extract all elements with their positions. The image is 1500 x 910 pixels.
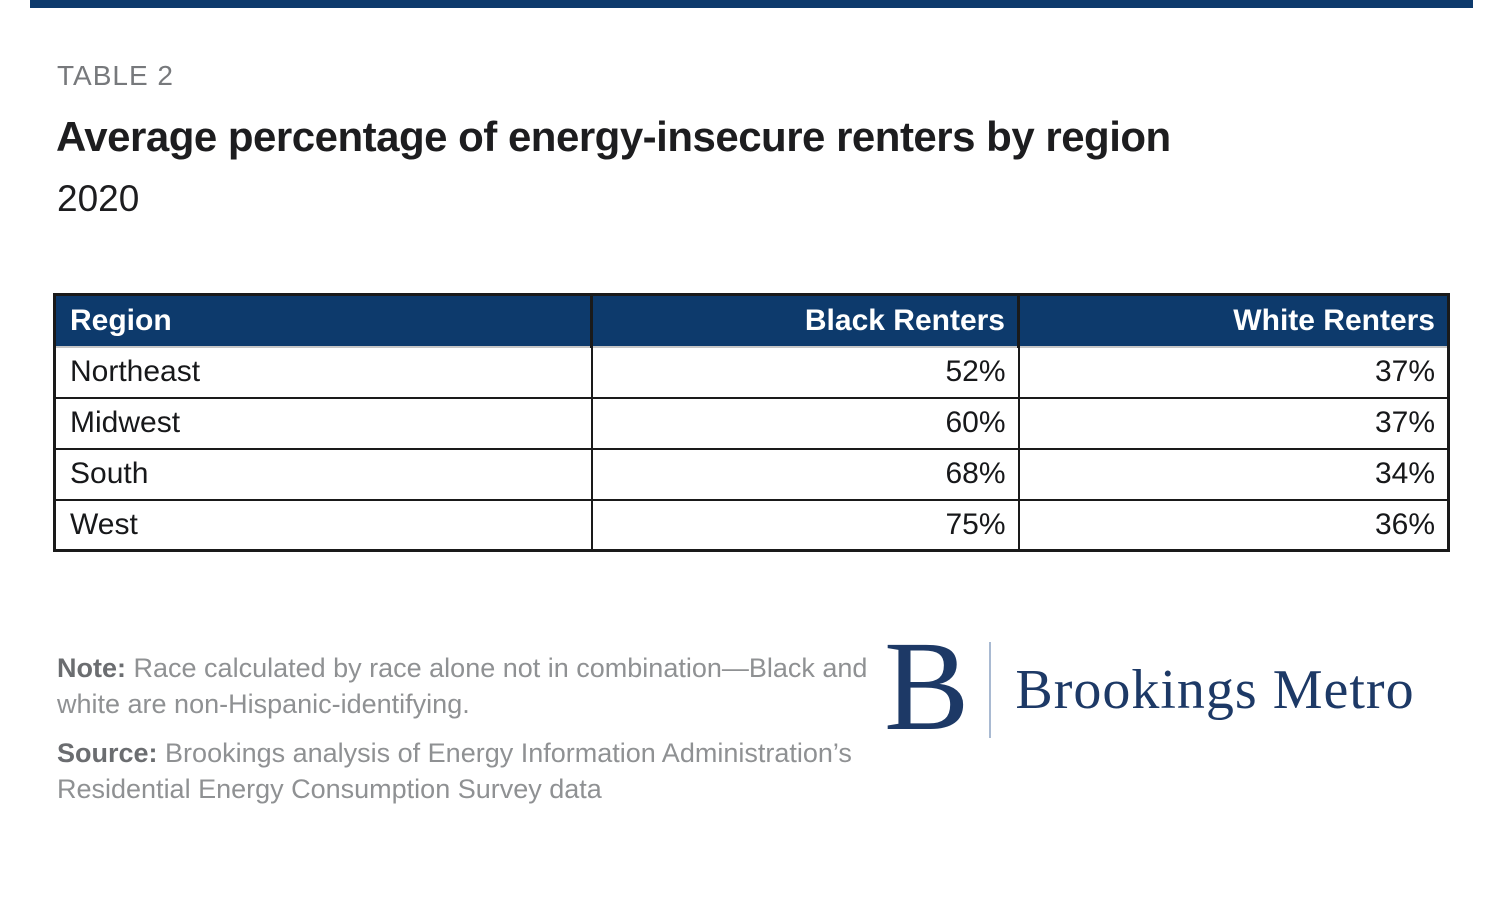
table-row: Northeast 52% 37% xyxy=(53,345,1450,399)
footnotes: Note: Race calculated by race alone not … xyxy=(57,650,922,820)
column-header-white-renters: White Renters xyxy=(1017,294,1449,348)
white-renters-cell: 37% xyxy=(1017,345,1450,399)
source-paragraph: Source: Brookings analysis of Energy Inf… xyxy=(57,735,922,807)
black-renters-cell: 68% xyxy=(590,447,1020,501)
table-row: South 68% 34% xyxy=(53,447,1450,501)
note-label: Note: xyxy=(57,653,126,683)
table-row: West 75% 36% xyxy=(53,498,1450,552)
source-label: Source: xyxy=(57,738,158,768)
black-renters-cell: 52% xyxy=(590,345,1020,399)
table-eyebrow: TABLE 2 xyxy=(57,60,174,91)
note-paragraph: Note: Race calculated by race alone not … xyxy=(57,650,922,722)
region-cell: South xyxy=(53,447,593,501)
page-subtitle: 2020 xyxy=(57,178,140,219)
black-renters-cell: 75% xyxy=(590,498,1020,552)
table-row: Midwest 60% 37% xyxy=(53,396,1450,450)
renters-table: Region Black Renters White Renters North… xyxy=(53,293,1450,552)
page-title: Average percentage of energy-insecure re… xyxy=(56,113,1171,160)
white-renters-cell: 37% xyxy=(1017,396,1450,450)
table-header-row: Region Black Renters White Renters xyxy=(54,294,1449,348)
region-cell: West xyxy=(53,498,593,552)
source-text: Brookings analysis of Energy Information… xyxy=(57,738,852,804)
region-cell: Northeast xyxy=(53,345,593,399)
region-cell: Midwest xyxy=(53,396,593,450)
column-header-region: Region xyxy=(54,294,592,348)
brookings-b-mark: B xyxy=(884,615,970,757)
note-text: Race calculated by race alone not in com… xyxy=(57,653,868,719)
white-renters-cell: 36% xyxy=(1017,498,1450,552)
white-renters-cell: 34% xyxy=(1017,447,1450,501)
top-accent-bar xyxy=(30,0,1473,8)
column-header-black-renters: Black Renters xyxy=(590,294,1019,348)
logo-divider-line xyxy=(989,642,992,738)
black-renters-cell: 60% xyxy=(590,396,1020,450)
brookings-metro-wordmark: Brookings Metro xyxy=(1015,659,1415,721)
brookings-metro-logo: B Brookings Metro xyxy=(884,622,1415,750)
